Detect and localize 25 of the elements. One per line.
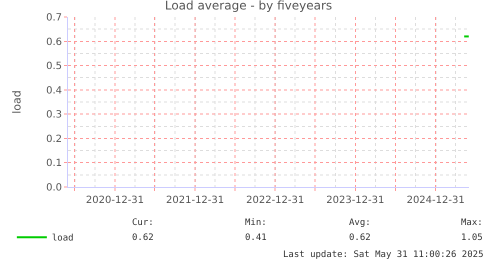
y-axis-title: load: [10, 90, 24, 114]
y-tick-label: 0.3: [46, 110, 62, 121]
text: Cur:: [132, 218, 154, 228]
y-tick-label: 0.6: [46, 36, 62, 48]
x-tick-label: 2023-12-31: [326, 195, 384, 206]
text: Max:: [461, 218, 483, 228]
x-tick-label: 2022-12-31: [246, 195, 304, 206]
x-tick-label: 2020-12-31: [86, 195, 144, 206]
x-tick-label: 2021-12-31: [166, 195, 224, 206]
chart-title: Load average - by fiveyears: [164, 0, 332, 13]
text: 1.05: [461, 233, 483, 243]
text: Avg:: [349, 218, 371, 228]
text: 0.41: [245, 233, 267, 243]
y-tick-label: 0.2: [46, 134, 62, 145]
text: Last update: Sat May 31 11:00:26 2025: [283, 250, 484, 260]
legend-label: load: [52, 234, 74, 244]
y-tick-label: 0.0: [46, 182, 62, 194]
y-tick-label: 0.1: [46, 158, 62, 170]
y-tick-label: 0.5: [46, 61, 62, 72]
text: 0.62: [349, 233, 371, 243]
text: Min:: [245, 218, 267, 228]
y-tick-label: 0.4: [46, 85, 62, 96]
text: 0.62: [132, 233, 154, 243]
x-tick-label: 2024-12-31: [406, 195, 465, 206]
y-tick-label: 0.7: [46, 12, 62, 24]
